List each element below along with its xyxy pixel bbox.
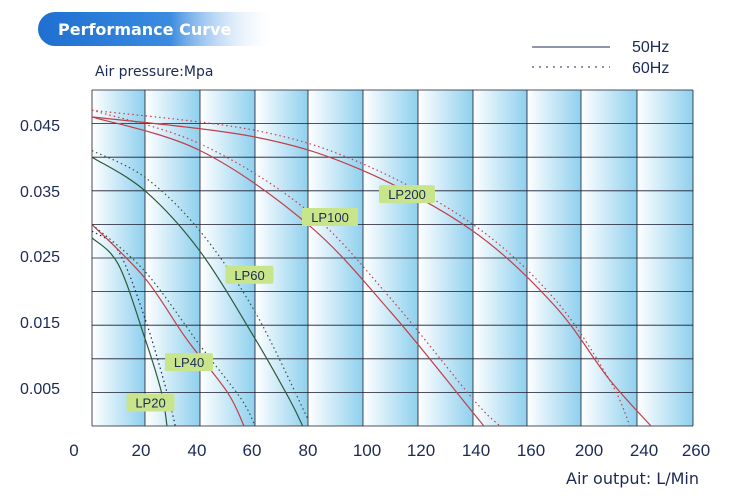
x-tick-label: 120 [407,441,435,460]
y-tick-label: 0.035 [20,184,60,201]
x-tick-label: 260 [682,441,710,460]
chart-title: Performance Curve [58,20,232,39]
curve-lp60-50hz [91,156,304,427]
x-tick-label: 240 [630,441,658,460]
label-tag-lp40 [165,353,213,372]
y-tick-label: 0.005 [20,381,60,398]
legend-label-50hz: 50Hz [632,39,669,56]
label-text-lp200: LP200 [388,187,426,202]
x-tick-label: 140 [462,441,490,460]
curve-lp100-60hz [91,109,501,427]
x-tick-label: 100 [353,441,381,460]
y-tick-label: 0.045 [20,118,60,135]
label-tag-lp200 [379,185,435,204]
y-tick-label: 0.015 [20,315,60,332]
model-labels: LP20 LP40 LP60 LP100 LP200 [126,185,435,412]
label-tag-lp20 [126,393,175,412]
curve-lp200-50hz [91,116,652,427]
curve-lp100-50hz [91,116,485,427]
x-tick-label: 200 [575,441,603,460]
y-axis-ticks: 0.045 0.035 0.025 0.015 0.005 [20,118,60,398]
x-tick-label: 60 [243,441,262,460]
curve-lp40-50hz [91,223,245,427]
legend-label-60hz: 60Hz [632,60,669,77]
label-text-lp20: LP20 [135,395,165,410]
label-text-lp100: LP100 [311,210,349,225]
x-tick-label: 40 [188,441,207,460]
chart-banner: Performance Curve [38,12,278,46]
label-text-lp40: LP40 [174,355,204,370]
curve-lp200-60hz [91,109,631,427]
label-tag-lp100 [302,208,358,227]
y-axis-title: Air pressure:Mpa [95,64,213,80]
legend: 50Hz 60Hz [532,39,669,77]
x-tick-label: 20 [132,441,151,460]
x-axis-ticks: 0 20 40 60 80 100 120 140 160 200 240 26… [69,441,710,460]
x-axis-title: Air output: L/Min [566,469,699,488]
label-text-lp60: LP60 [234,268,264,283]
banner-background [38,12,278,46]
performance-curves [91,109,652,427]
y-tick-label: 0.025 [20,249,60,266]
label-tag-lp60 [225,265,274,284]
x-tick-label: 160 [517,441,545,460]
curve-lp40-60hz [91,223,256,427]
x-tick-label: 80 [299,441,318,460]
x-tick-label: 0 [69,441,78,460]
